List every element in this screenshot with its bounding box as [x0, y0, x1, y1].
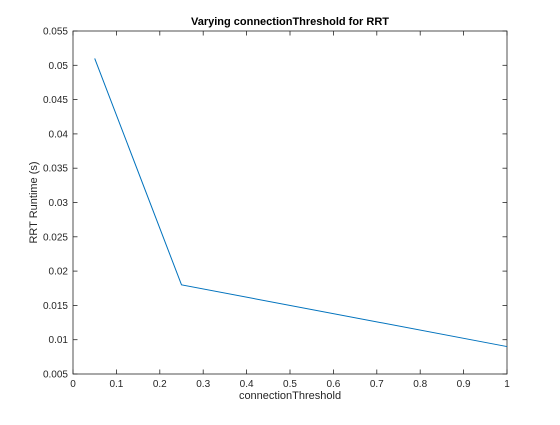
- y-axis-label: RRT Runtime (s): [28, 161, 40, 243]
- y-tick-label: 0.035: [43, 164, 68, 175]
- x-tick-label: 0: [70, 379, 76, 390]
- y-tick-label: 0.03: [49, 198, 69, 209]
- x-tick-label: 0.8: [413, 379, 427, 390]
- y-tick-label: 0.04: [49, 129, 69, 140]
- y-tick-label: 0.025: [43, 232, 68, 243]
- x-tick-label: 0.1: [109, 379, 123, 390]
- x-tick-labels: 0 0.1 0.2 0.3 0.4 0.5 0.6 0.7 0.8 0.9 1: [70, 379, 510, 390]
- chart-title: Varying connectionThreshold for RRT: [191, 16, 389, 28]
- y-tick-label: 0.045: [43, 95, 68, 106]
- series-line: [94, 58, 508, 348]
- y-tick-label: 0.005: [43, 370, 68, 381]
- tick-marks: [72, 30, 508, 375]
- y-tick-label: 0.05: [49, 61, 69, 72]
- x-tick-label: 0.5: [283, 379, 297, 390]
- x-tick-label: 0.6: [326, 379, 340, 390]
- x-tick-label: 0.9: [457, 379, 471, 390]
- plot-area: [72, 30, 508, 375]
- y-tick-label: 0.01: [49, 335, 69, 346]
- y-tick-labels: 0.005 0.01 0.015 0.02 0.025 0.03 0.035 0.04 0.04…: [43, 27, 68, 381]
- x-axis-label: connectionThreshold: [239, 390, 341, 402]
- x-tick-label: 0.4: [240, 379, 254, 390]
- x-tick-label: 1: [504, 379, 510, 390]
- x-tick-label: 0.2: [153, 379, 167, 390]
- series-layer: [94, 58, 508, 348]
- y-tick-label: 0.02: [49, 267, 69, 278]
- x-tick-label: 0.7: [370, 379, 384, 390]
- y-tick-label: 0.015: [43, 301, 68, 312]
- x-tick-label: 0.3: [196, 379, 210, 390]
- y-tick-label: 0.055: [43, 27, 68, 38]
